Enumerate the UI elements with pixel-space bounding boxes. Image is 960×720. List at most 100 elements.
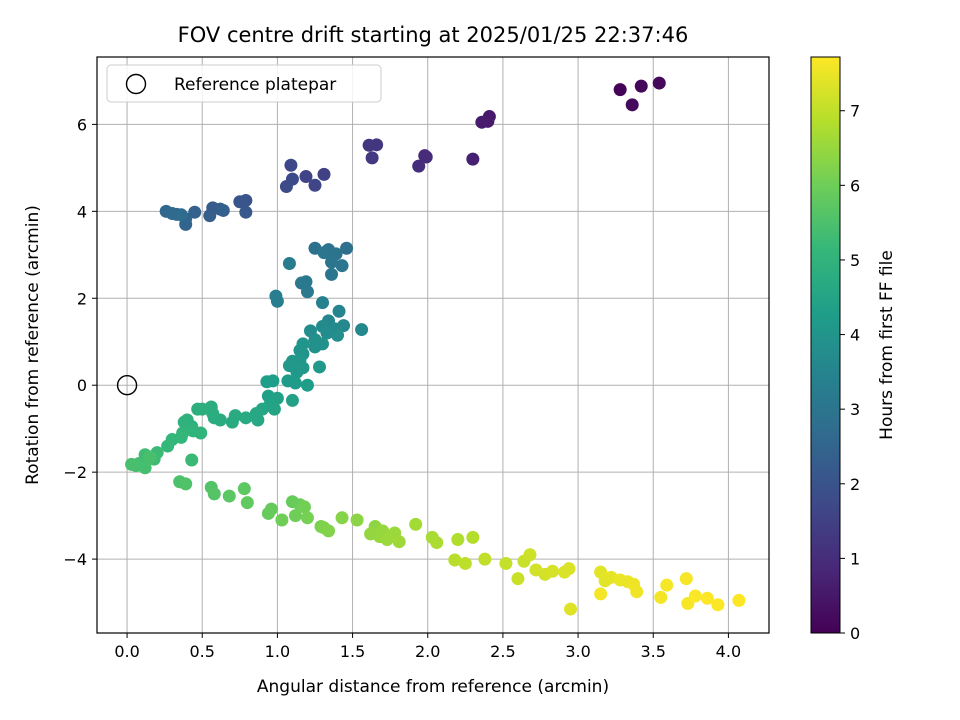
data-point [466, 152, 480, 166]
data-point [652, 76, 666, 90]
data-point [207, 487, 221, 501]
data-point [284, 158, 298, 172]
data-point [203, 209, 217, 223]
data-point [317, 167, 331, 181]
y-tick-label: −2 [63, 463, 87, 482]
data-point [297, 500, 311, 514]
data-point [267, 402, 281, 416]
data-point [188, 205, 202, 219]
data-point [523, 548, 537, 562]
data-point [312, 360, 326, 374]
data-point [317, 246, 331, 260]
data-point [511, 572, 525, 586]
colorbar-ticks: 0 1 2 3 4 5 6 7 [840, 102, 860, 643]
data-point [660, 578, 674, 592]
data-point [430, 536, 444, 550]
data-point [451, 533, 465, 547]
data-point [335, 259, 349, 273]
data-point [335, 511, 349, 525]
data-point [679, 572, 693, 586]
data-point [458, 556, 472, 570]
data-point [419, 150, 433, 164]
data-point [290, 365, 304, 379]
colorbar-tick-label: 6 [850, 176, 860, 195]
data-point [355, 323, 369, 337]
data-point [392, 535, 406, 549]
y-tick-label: 4 [77, 202, 87, 221]
data-point [143, 450, 157, 464]
data-point [630, 585, 644, 599]
data-point [237, 482, 251, 496]
data-point [177, 415, 191, 429]
data-point [216, 203, 230, 217]
data-point [308, 178, 322, 192]
y-axis-ticks: −4 −2 0 2 4 6 [63, 115, 97, 569]
data-point [222, 489, 236, 503]
data-point [564, 602, 578, 616]
y-axis-label: Rotation from reference (arcmin) [23, 205, 43, 485]
data-point [282, 256, 296, 270]
data-point [174, 430, 188, 444]
data-point [499, 556, 513, 570]
data-point [233, 195, 247, 209]
legend-entry-reference-platepar: Reference platepar [174, 75, 336, 95]
data-point [285, 393, 299, 407]
x-tick-label: 0.5 [190, 642, 215, 661]
data-point [409, 517, 423, 531]
legend-reference-marker [125, 73, 147, 95]
data-point [634, 79, 648, 93]
x-axis-ticks: 0.0 0.5 1.0 1.5 2.0 2.5 3.0 3.5 4.0 [114, 633, 741, 661]
x-tick-label: 0.0 [114, 642, 139, 661]
legend-box [106, 64, 382, 103]
data-point [332, 304, 346, 318]
x-tick-label: 2.0 [415, 642, 440, 661]
data-point [261, 506, 275, 520]
data-point [138, 461, 152, 475]
data-point [562, 562, 576, 576]
x-axis-label: Angular distance from reference (arcmin) [257, 677, 609, 697]
data-point [296, 337, 310, 351]
data-point [475, 115, 489, 129]
data-point [275, 513, 289, 527]
x-tick-label: 3.0 [565, 642, 590, 661]
y-tick-label: 2 [77, 289, 87, 308]
colorbar-tick-label: 3 [850, 400, 860, 419]
data-point [161, 439, 175, 453]
data-point [340, 241, 354, 255]
data-point [300, 378, 314, 392]
data-point [279, 180, 293, 194]
x-tick-label: 2.5 [490, 642, 515, 661]
data-points [125, 76, 746, 616]
data-point [240, 496, 254, 510]
data-point [594, 587, 608, 601]
colorbar-tick-label: 5 [850, 251, 860, 270]
y-tick-label: 6 [77, 115, 87, 134]
reference-platepar-marker [116, 375, 138, 396]
data-point [625, 98, 639, 112]
chart-title: FOV centre drift starting at 2025/01/25 … [178, 23, 689, 47]
data-point [300, 511, 314, 525]
data-point [174, 208, 188, 222]
data-point [365, 151, 379, 165]
data-point [350, 513, 364, 527]
data-point [308, 340, 322, 354]
x-tick-label: 1.0 [265, 642, 290, 661]
x-tick-label: 4.0 [716, 642, 741, 661]
colorbar-gradient [810, 56, 841, 634]
data-point [185, 453, 199, 467]
data-point [711, 598, 725, 612]
data-point [225, 415, 239, 429]
colorbar-tick-label: 2 [850, 475, 860, 494]
data-point [239, 205, 253, 219]
data-point [316, 296, 330, 310]
y-tick-label: −4 [63, 550, 87, 569]
gridlines [97, 57, 769, 633]
data-point [448, 553, 462, 567]
data-point [320, 326, 334, 340]
data-point [412, 159, 426, 173]
data-point [260, 375, 274, 389]
data-point [546, 564, 560, 578]
data-point [251, 413, 265, 427]
colorbar-tick-label: 1 [850, 549, 860, 568]
